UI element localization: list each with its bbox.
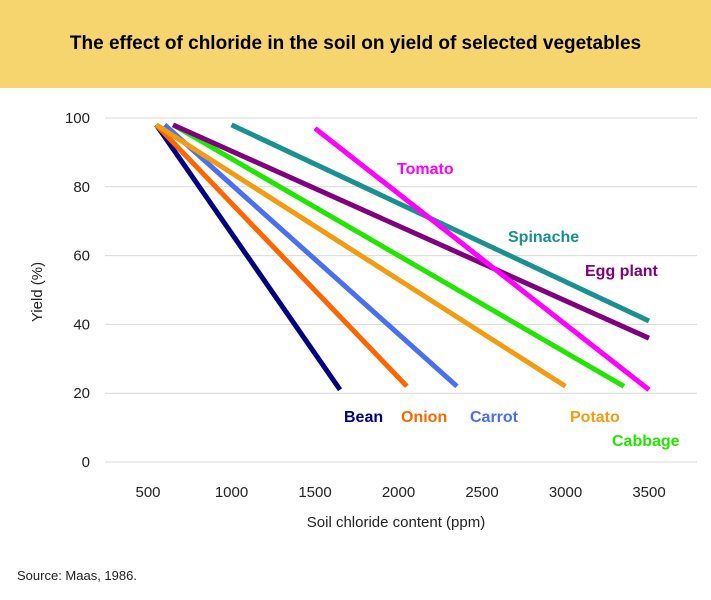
series-label-potato: Potato bbox=[570, 409, 620, 426]
y-axis-label: Yield (%) bbox=[29, 262, 46, 322]
y-tick-label: 80 bbox=[73, 179, 90, 196]
series-label-spinache: Spinache bbox=[508, 229, 579, 246]
series-line-onion bbox=[154, 123, 409, 389]
series-label-tomato: Tomato bbox=[397, 161, 454, 178]
y-tick-label: 0 bbox=[82, 454, 90, 471]
x-tick-label: 3000 bbox=[549, 484, 582, 501]
source-note: Source: Maas, 1986. bbox=[17, 568, 137, 583]
series-label-carrot: Carrot bbox=[470, 409, 519, 426]
y-tick-label: 60 bbox=[73, 248, 90, 265]
series-label-onion: Onion bbox=[401, 409, 447, 426]
title-banner: The effect of chloride in the soil on yi… bbox=[0, 0, 711, 88]
x-axis-label: Soil chloride content (ppm) bbox=[307, 514, 485, 531]
x-tick-label: 2000 bbox=[382, 484, 415, 501]
series-line-bean bbox=[154, 123, 343, 392]
x-tick-label: 2500 bbox=[465, 484, 498, 501]
x-tick-label: 3500 bbox=[632, 484, 665, 501]
y-tick-label: 100 bbox=[65, 110, 90, 127]
series-line-spinache bbox=[230, 122, 651, 324]
chart-title: The effect of chloride in the soil on yi… bbox=[69, 33, 642, 54]
series-label-bean: Bean bbox=[344, 409, 383, 426]
series-line-egg-plant bbox=[172, 122, 651, 341]
series-line-tomato bbox=[313, 126, 651, 392]
series-line-cabbage bbox=[171, 122, 626, 389]
x-tick-label: 1500 bbox=[298, 484, 331, 501]
line-chart: 0 20 40 60 80 100 500 1000 1500 2000 2500 3000 3500 S… bbox=[29, 110, 697, 531]
x-tick-label: 500 bbox=[135, 484, 160, 501]
y-tick-label: 20 bbox=[73, 385, 90, 402]
x-tick-label: 1000 bbox=[215, 484, 248, 501]
series-line-carrot bbox=[163, 123, 459, 389]
series-label-egg-plant: Egg plant bbox=[585, 263, 659, 280]
y-tick-label: 40 bbox=[73, 316, 90, 333]
series-label-cabbage: Cabbage bbox=[612, 433, 680, 450]
series-line-potato bbox=[155, 122, 567, 389]
